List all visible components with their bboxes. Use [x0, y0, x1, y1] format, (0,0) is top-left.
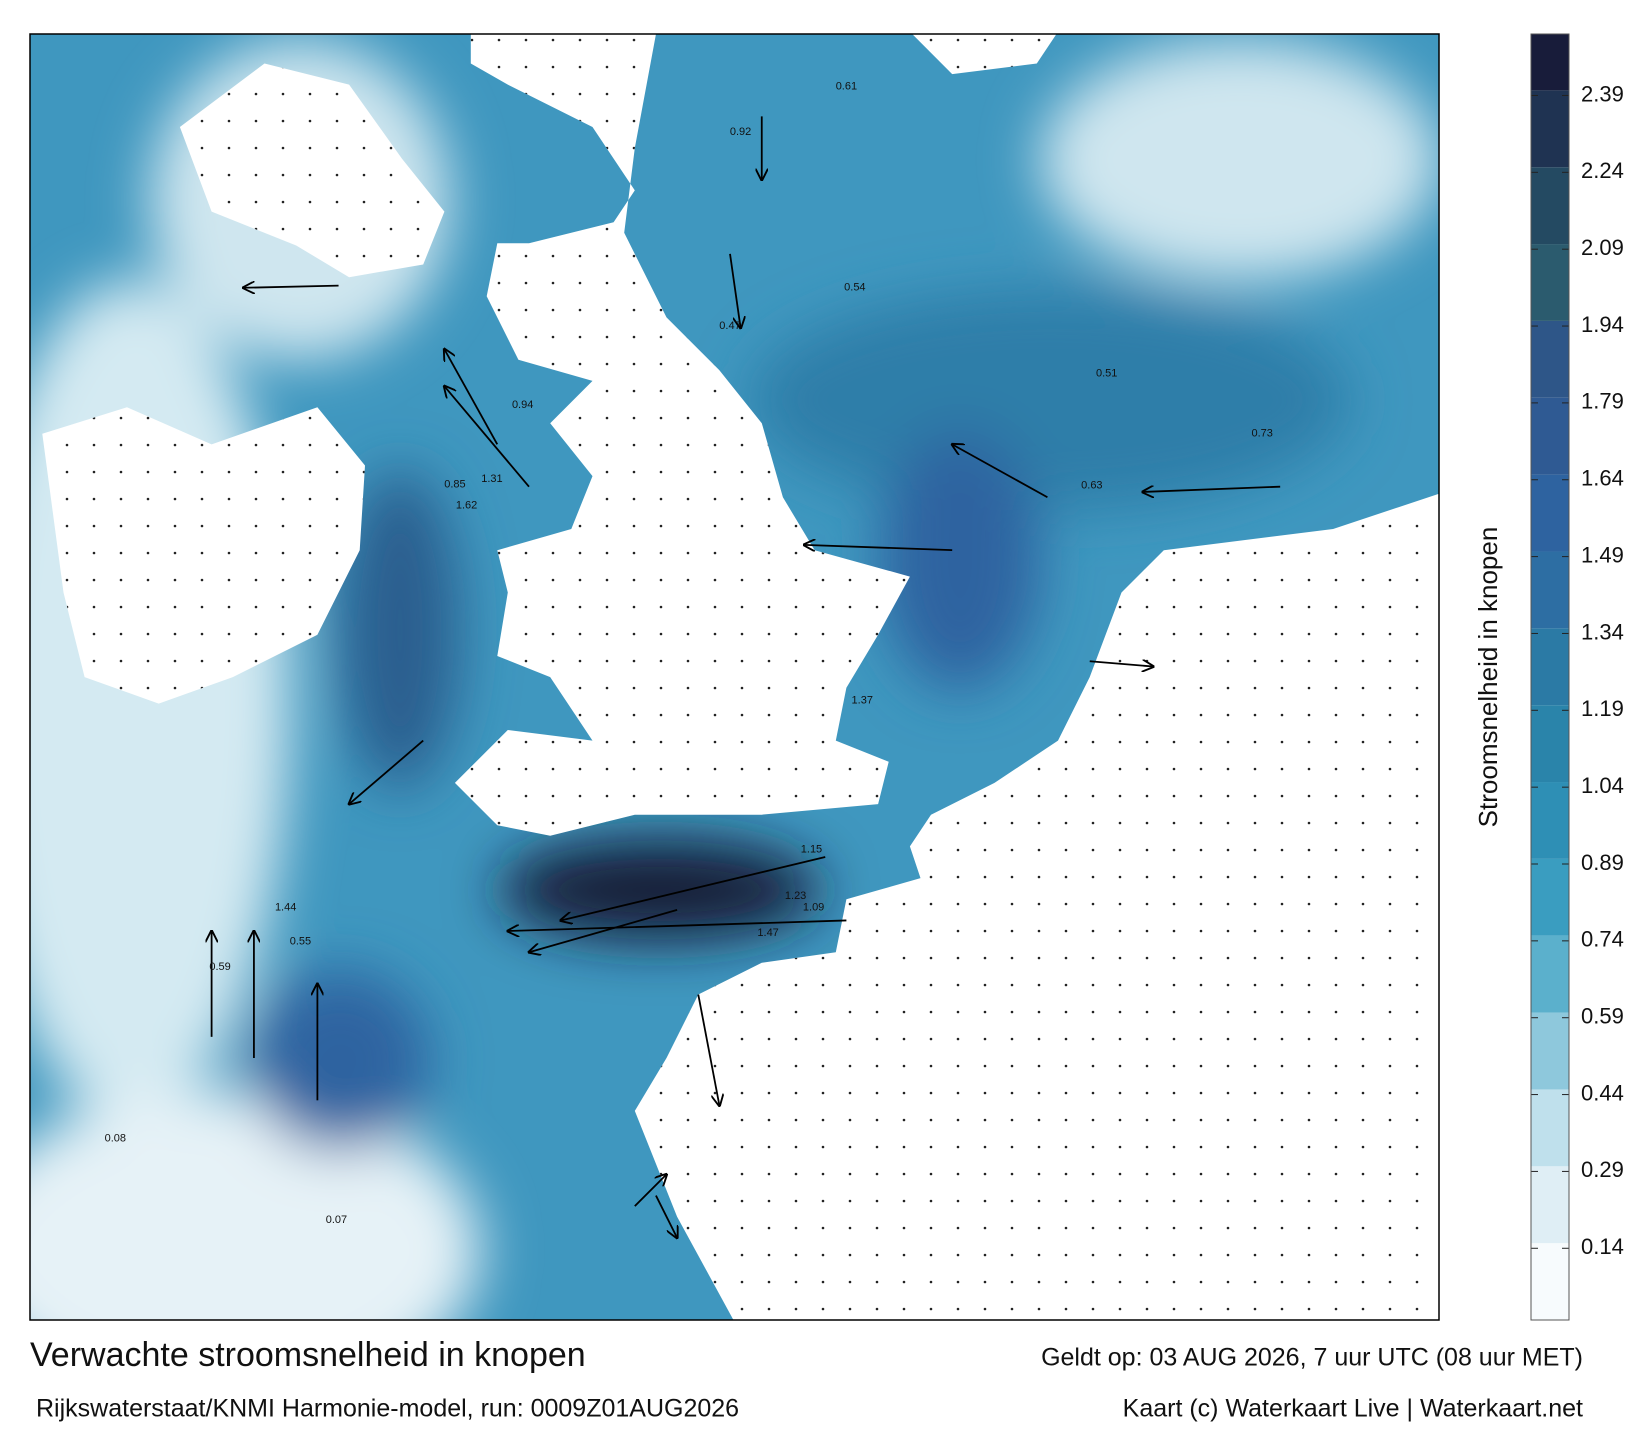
land — [42, 34, 1439, 1320]
colorbar-tick-label: 1.94 — [1581, 312, 1624, 337]
current-arrow — [804, 545, 953, 550]
colorbar-tick-label: 2.39 — [1581, 81, 1624, 106]
speed-label: 1.44 — [275, 902, 296, 914]
current-arrow — [508, 919, 847, 931]
speed-label: 0.55 — [290, 936, 311, 948]
colorbar-tick-label: 0.44 — [1581, 1080, 1624, 1105]
current-arrow — [349, 739, 424, 804]
colorbar-tick-label: 0.59 — [1581, 1004, 1624, 1029]
speed-label: 1.47 — [757, 927, 778, 939]
colorbar: 0.14 0.29 0.44 0.59 0.74 0.89 1.04 1.19 1.34 1.49… — [1531, 34, 1624, 1320]
current-arrow — [655, 1195, 677, 1238]
colorbar-tick-label: 0.14 — [1581, 1234, 1624, 1259]
map: 0.94 1.31 1.62 0.85 1.15 1.23 1.47 0.59 0.55 1.44… — [30, 34, 1439, 1320]
current-arrow — [697, 994, 719, 1106]
speed-label: 0.63 — [1081, 480, 1102, 492]
map-frame — [29, 33, 1440, 1321]
speed-label: 1.15 — [801, 843, 822, 855]
colorbar-band — [1531, 935, 1569, 1013]
current-arrow — [561, 856, 826, 920]
speed-label: 0.73 — [1251, 428, 1272, 440]
speed-label: 1.23 — [785, 890, 806, 902]
colorbar-tick-label: 1.34 — [1581, 619, 1624, 644]
speed-label: 0.61 — [836, 81, 857, 93]
colorbar-band — [1531, 34, 1569, 91]
speed-labels: 0.94 1.31 1.62 0.85 1.15 1.23 1.47 0.59 0.55 1.44… — [105, 81, 1273, 1226]
speed-label: 0.51 — [1096, 367, 1117, 379]
colorbar-tick-label: 1.79 — [1581, 389, 1624, 414]
colorbar-band — [1531, 858, 1569, 936]
current-arrow — [729, 253, 741, 328]
colorbar-tick-label: 2.24 — [1581, 158, 1624, 183]
speed-label: 0.85 — [444, 478, 465, 490]
colorbar-tick-label: 1.49 — [1581, 542, 1624, 567]
speed-label: 1.31 — [481, 473, 502, 485]
colorbar-band — [1531, 705, 1569, 783]
land-dots — [179, 63, 445, 278]
speed-label: 0.08 — [105, 1132, 126, 1144]
current-arrow — [1089, 661, 1153, 666]
current-arrow — [634, 1174, 667, 1207]
colorbar-tick-label: 0.74 — [1581, 927, 1624, 952]
current-arrow — [444, 386, 530, 488]
land-dots — [42, 407, 366, 704]
valid-time: Geldt op: 03 AUG 2026, 7 uur UTC (08 uur… — [1041, 1344, 1583, 1372]
colorbar-band — [1531, 782, 1569, 859]
colorbar-band — [1531, 244, 1569, 321]
colorbar-tick-label: 0.89 — [1581, 850, 1624, 875]
speed-label: 1.37 — [852, 694, 873, 706]
current-arrow — [444, 349, 499, 445]
current-arrow — [1143, 487, 1281, 492]
colorbar-band — [1531, 90, 1569, 168]
speed-label: 0.92 — [730, 126, 751, 138]
credit: Kaart (c) Waterkaart Live | Waterkaart.n… — [1123, 1395, 1583, 1423]
colorbar-tick-label: 1.04 — [1581, 773, 1624, 798]
current-arrows — [212, 116, 1281, 1237]
colorbar-frame — [1530, 33, 1570, 1321]
land-dots — [634, 493, 1439, 1320]
colorbar-band — [1531, 1012, 1569, 1090]
colorbar-label: Stroomsnelheid in knopen — [1473, 527, 1503, 828]
land-dots — [454, 34, 910, 836]
speed-label: 0.47 — [719, 320, 740, 332]
current-arrow — [529, 909, 678, 952]
title: Verwachte stroomsnelheid in knopen — [30, 1336, 586, 1374]
current-arrow — [952, 444, 1048, 499]
colorbar-band — [1531, 474, 1569, 552]
colorbar-band — [1531, 1243, 1569, 1320]
current-arrow — [243, 286, 339, 288]
colorbar-band — [1531, 551, 1569, 629]
colorbar-band — [1531, 1089, 1569, 1167]
speed-label: 0.59 — [209, 961, 230, 973]
colorbar-tick-label: 1.19 — [1581, 696, 1624, 721]
colorbar-tick-label: 2.09 — [1581, 235, 1624, 260]
speed-label: 0.07 — [326, 1214, 347, 1226]
colorbar-band — [1531, 320, 1569, 398]
speed-label: 1.09 — [803, 902, 824, 914]
subtitle: Rijkswaterstaat/KNMI Harmonie-model, run… — [36, 1395, 739, 1423]
colorbar-band — [1531, 1166, 1569, 1244]
colorbar-band — [1531, 628, 1569, 706]
colorbar-tick-label: 1.64 — [1581, 466, 1624, 491]
speed-label: 0.94 — [512, 399, 533, 411]
colorbar-band — [1531, 167, 1569, 245]
speed-label: 0.54 — [844, 282, 865, 294]
land-dots — [912, 34, 1057, 75]
speed-label: 1.62 — [456, 500, 477, 512]
colorbar-band — [1531, 397, 1569, 475]
colorbar-tick-label: 0.29 — [1581, 1157, 1624, 1182]
